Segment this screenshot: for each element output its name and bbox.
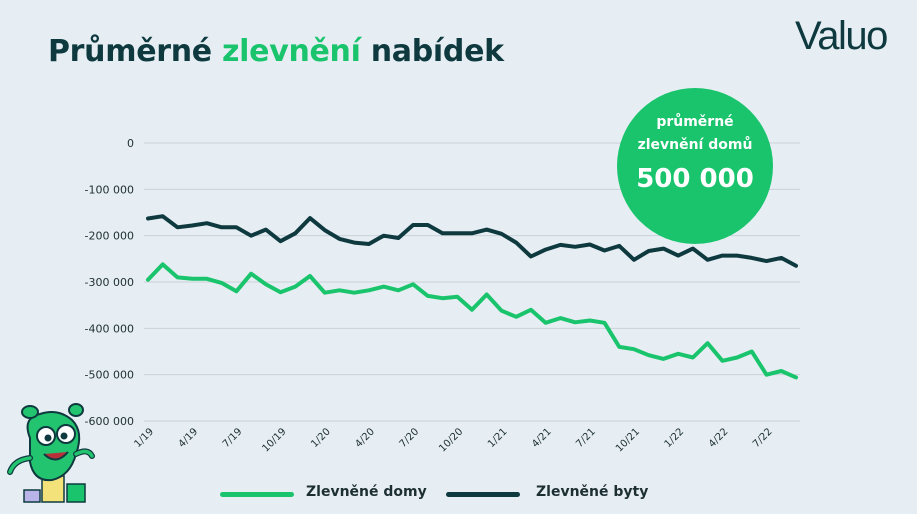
x-tick-label: 1/20 <box>309 426 333 450</box>
badge-value: 500 000 <box>636 164 754 194</box>
y-tick-label: -300 000 <box>85 276 134 289</box>
mascot-illustration <box>7 403 95 503</box>
x-tick-label: 7/19 <box>221 426 245 450</box>
y-tick-label: -400 000 <box>85 322 134 335</box>
x-tick-label: 1/22 <box>663 426 687 450</box>
x-tick-label: 4/20 <box>353 426 377 450</box>
y-tick-label: -500 000 <box>85 369 134 382</box>
title-highlight: zlevnění <box>222 34 361 69</box>
x-tick-label: 1/21 <box>486 426 510 450</box>
x-tick-label: 10/21 <box>614 426 642 454</box>
y-tick-label: -200 000 <box>85 230 134 243</box>
legend-swatch-houses <box>220 492 294 497</box>
series-lines <box>146 214 798 380</box>
x-tick-label: 4/22 <box>707 426 731 450</box>
badge-line-1: průměrné <box>656 114 734 130</box>
page-title: Průměrné zlevnění nabídek <box>48 34 504 69</box>
y-tick-label: -100 000 <box>85 183 134 196</box>
x-tick-label: 7/22 <box>751 426 775 450</box>
legend-label-flats: Zlevněné byty <box>536 484 649 500</box>
series-line-flats <box>146 214 798 268</box>
title-part-1: Průměrné <box>48 34 222 69</box>
x-tick-label: 10/20 <box>437 426 465 454</box>
average-discount-badge: průměrné zlevnění domů 500 000 <box>617 88 773 244</box>
badge-line-2: zlevnění domů <box>637 137 753 153</box>
legend-swatch-flats <box>446 492 520 497</box>
series-line-houses <box>146 262 798 380</box>
valuo-logo: Valuo <box>795 14 888 58</box>
x-tick-label: 4/19 <box>177 426 201 450</box>
title-part-2: nabídek <box>360 34 504 69</box>
y-tick-label: -600 000 <box>85 415 134 428</box>
x-axis-ticks: 1/19 4/19 7/19 10/19 1/20 4/20 7/20 10/20 1/21 4/… <box>132 426 774 454</box>
legend-label-houses: Zlevněné domy <box>306 484 427 500</box>
x-tick-label: 4/21 <box>530 426 554 450</box>
y-tick-label: 0 <box>127 137 134 150</box>
y-axis-ticks: 0 -100 000 -200 000 -300 000 -400 000 -500 00… <box>85 137 134 428</box>
x-tick-label: 10/19 <box>261 426 289 454</box>
x-tick-label: 7/21 <box>574 426 598 450</box>
x-tick-label: 1/19 <box>132 426 156 450</box>
x-tick-label: 7/20 <box>398 426 422 450</box>
